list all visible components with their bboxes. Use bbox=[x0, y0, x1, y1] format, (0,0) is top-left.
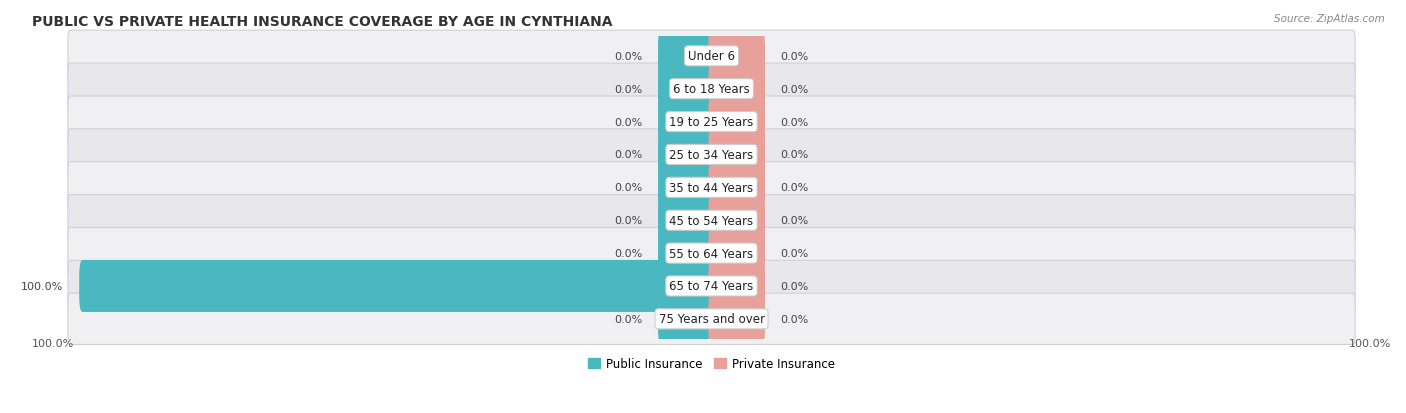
Text: 0.0%: 0.0% bbox=[780, 216, 808, 225]
FancyBboxPatch shape bbox=[709, 195, 765, 247]
Text: 0.0%: 0.0% bbox=[780, 249, 808, 259]
Text: 0.0%: 0.0% bbox=[614, 117, 643, 127]
FancyBboxPatch shape bbox=[79, 260, 714, 312]
Legend: Public Insurance, Private Insurance: Public Insurance, Private Insurance bbox=[583, 353, 839, 375]
FancyBboxPatch shape bbox=[709, 64, 765, 115]
Text: 75 Years and over: 75 Years and over bbox=[658, 313, 765, 325]
FancyBboxPatch shape bbox=[67, 64, 1355, 115]
Text: 0.0%: 0.0% bbox=[614, 52, 643, 62]
Text: 0.0%: 0.0% bbox=[780, 150, 808, 160]
Text: 100.0%: 100.0% bbox=[1348, 338, 1391, 348]
FancyBboxPatch shape bbox=[709, 260, 765, 312]
FancyBboxPatch shape bbox=[67, 294, 1355, 345]
Text: 0.0%: 0.0% bbox=[614, 314, 643, 324]
FancyBboxPatch shape bbox=[709, 129, 765, 181]
FancyBboxPatch shape bbox=[658, 31, 714, 83]
FancyBboxPatch shape bbox=[67, 130, 1355, 180]
Text: 45 to 54 Years: 45 to 54 Years bbox=[669, 214, 754, 227]
FancyBboxPatch shape bbox=[709, 293, 765, 345]
FancyBboxPatch shape bbox=[67, 31, 1355, 82]
FancyBboxPatch shape bbox=[709, 31, 765, 83]
Text: 0.0%: 0.0% bbox=[780, 281, 808, 291]
FancyBboxPatch shape bbox=[67, 261, 1355, 312]
Text: 100.0%: 100.0% bbox=[32, 338, 75, 348]
Text: 19 to 25 Years: 19 to 25 Years bbox=[669, 116, 754, 129]
Text: 35 to 44 Years: 35 to 44 Years bbox=[669, 181, 754, 195]
FancyBboxPatch shape bbox=[67, 228, 1355, 279]
FancyBboxPatch shape bbox=[658, 129, 714, 181]
FancyBboxPatch shape bbox=[658, 293, 714, 345]
Text: 0.0%: 0.0% bbox=[614, 85, 643, 95]
Text: 0.0%: 0.0% bbox=[780, 183, 808, 193]
FancyBboxPatch shape bbox=[658, 228, 714, 279]
FancyBboxPatch shape bbox=[709, 162, 765, 214]
FancyBboxPatch shape bbox=[658, 195, 714, 247]
Text: 25 to 34 Years: 25 to 34 Years bbox=[669, 149, 754, 161]
Text: 65 to 74 Years: 65 to 74 Years bbox=[669, 280, 754, 293]
Text: 0.0%: 0.0% bbox=[614, 249, 643, 259]
FancyBboxPatch shape bbox=[67, 195, 1355, 246]
Text: PUBLIC VS PRIVATE HEALTH INSURANCE COVERAGE BY AGE IN CYNTHIANA: PUBLIC VS PRIVATE HEALTH INSURANCE COVER… bbox=[32, 15, 613, 29]
Text: Source: ZipAtlas.com: Source: ZipAtlas.com bbox=[1274, 14, 1385, 24]
Text: 100.0%: 100.0% bbox=[21, 281, 63, 291]
Text: 0.0%: 0.0% bbox=[780, 85, 808, 95]
FancyBboxPatch shape bbox=[709, 228, 765, 279]
Text: 55 to 64 Years: 55 to 64 Years bbox=[669, 247, 754, 260]
FancyBboxPatch shape bbox=[658, 64, 714, 115]
FancyBboxPatch shape bbox=[658, 96, 714, 148]
Text: 0.0%: 0.0% bbox=[780, 117, 808, 127]
Text: 0.0%: 0.0% bbox=[614, 216, 643, 225]
Text: 0.0%: 0.0% bbox=[614, 183, 643, 193]
FancyBboxPatch shape bbox=[658, 162, 714, 214]
FancyBboxPatch shape bbox=[709, 96, 765, 148]
FancyBboxPatch shape bbox=[67, 97, 1355, 148]
Text: 6 to 18 Years: 6 to 18 Years bbox=[673, 83, 749, 96]
Text: 0.0%: 0.0% bbox=[780, 314, 808, 324]
Text: 0.0%: 0.0% bbox=[780, 52, 808, 62]
Text: Under 6: Under 6 bbox=[688, 50, 735, 63]
Text: 0.0%: 0.0% bbox=[614, 150, 643, 160]
FancyBboxPatch shape bbox=[67, 162, 1355, 214]
